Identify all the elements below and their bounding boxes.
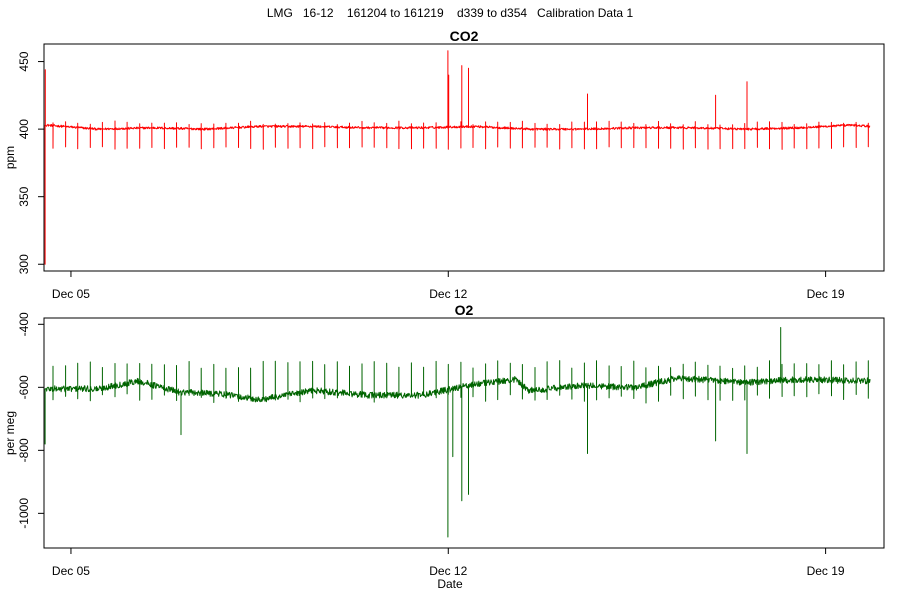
figure-title: LMG 16-12 161204 to 161219 d339 to d354 … [266,6,634,20]
co2-series-line [44,50,871,265]
panel-title: CO2 [450,28,479,44]
y-tick-label: 450 [17,51,31,71]
y-tick-label: -1000 [17,498,31,529]
co2-panel: CO2 ppm 300 350 400 450 Dec 05 Dec 12 Dec 19 [3,28,885,301]
x-axis-label: Date [437,577,463,591]
y-tick-label: -800 [17,438,31,462]
x-tick-label: Dec 12 [429,287,467,301]
x-tick-label: Dec 19 [807,564,845,578]
plot-frame [43,43,885,272]
y-axis-label: per meg [3,411,17,455]
x-tick-label: Dec 19 [807,287,845,301]
y-tick-label: -600 [17,375,31,399]
y-tick-label: 350 [17,186,31,206]
y-tick-label: 300 [17,254,31,274]
y-tick-label: 400 [17,119,31,139]
y-tick-label: -400 [17,312,31,336]
x-tick-label: Dec 12 [429,564,467,578]
o2-series-line [44,327,871,538]
x-tick-label: Dec 05 [52,287,90,301]
panel-title: O2 [455,302,474,318]
y-axis-label: ppm [3,146,17,169]
plot-frame [43,317,885,549]
x-tick-label: Dec 05 [52,564,90,578]
o2-panel: O2 per meg -1000 -800 -600 -400 Dec 05 Dec 12 De… [3,302,885,578]
